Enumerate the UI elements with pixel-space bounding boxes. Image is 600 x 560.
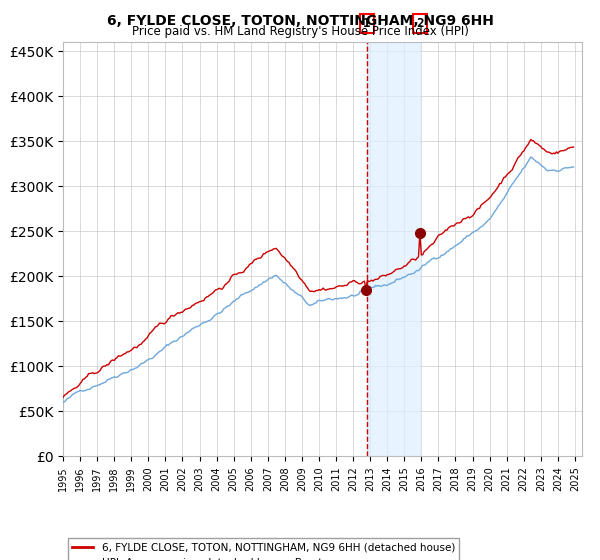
Text: 1: 1 (363, 17, 370, 30)
Text: 2: 2 (416, 17, 424, 30)
Legend: 6, FYLDE CLOSE, TOTON, NOTTINGHAM, NG9 6HH (detached house), HPI: Average price,: 6, FYLDE CLOSE, TOTON, NOTTINGHAM, NG9 6… (68, 538, 459, 560)
Text: Price paid vs. HM Land Registry's House Price Index (HPI): Price paid vs. HM Land Registry's House … (131, 25, 469, 38)
Text: 6, FYLDE CLOSE, TOTON, NOTTINGHAM, NG9 6HH: 6, FYLDE CLOSE, TOTON, NOTTINGHAM, NG9 6… (107, 14, 493, 28)
Bar (367, 42, 421, 456)
